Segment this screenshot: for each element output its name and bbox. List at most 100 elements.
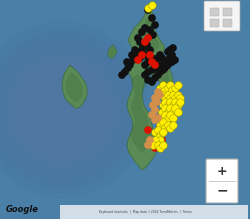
Point	[176, 110, 180, 114]
Point	[166, 86, 170, 90]
Point	[156, 143, 160, 147]
Point	[178, 96, 182, 100]
Point	[168, 83, 172, 87]
Point	[143, 26, 147, 30]
Point	[148, 53, 152, 57]
Point	[163, 113, 167, 117]
Point	[150, 113, 154, 117]
Point	[160, 138, 164, 142]
FancyBboxPatch shape	[206, 159, 238, 203]
Point	[171, 93, 175, 97]
Point	[166, 103, 170, 107]
Bar	[210, 19, 219, 27]
Point	[161, 103, 165, 107]
Point	[163, 60, 167, 64]
Point	[173, 58, 177, 62]
Point	[168, 96, 172, 100]
Point	[146, 36, 150, 40]
Point	[156, 63, 160, 67]
Point	[158, 70, 162, 74]
Point	[148, 28, 152, 32]
Point	[176, 103, 180, 107]
Point	[168, 48, 172, 52]
Point	[153, 63, 157, 67]
Polygon shape	[134, 17, 160, 53]
Circle shape	[0, 35, 137, 184]
Point	[150, 16, 154, 20]
Circle shape	[0, 44, 128, 175]
Point	[141, 45, 145, 49]
Point	[176, 83, 180, 87]
Point	[140, 48, 144, 52]
Point	[161, 68, 165, 72]
Point	[153, 66, 157, 70]
Point	[160, 63, 164, 67]
Point	[143, 63, 147, 67]
Point	[168, 113, 172, 117]
Point	[156, 56, 160, 60]
Point	[173, 106, 177, 110]
Point	[161, 83, 165, 87]
Point	[146, 143, 150, 147]
Point	[166, 93, 170, 97]
Point	[136, 58, 140, 62]
Point	[176, 93, 180, 97]
Point	[160, 110, 164, 114]
Point	[171, 103, 175, 107]
Point	[143, 40, 147, 44]
Polygon shape	[148, 58, 173, 90]
Point	[160, 56, 164, 60]
Point	[170, 88, 174, 92]
Point	[136, 36, 140, 40]
Point	[160, 116, 164, 120]
Text: Keyboard shortcuts  |  Map data ©2024 TerraMetrics  |  Terms: Keyboard shortcuts | Map data ©2024 Terr…	[98, 210, 192, 214]
Polygon shape	[128, 8, 165, 60]
Point	[158, 146, 162, 150]
Circle shape	[0, 22, 150, 197]
Circle shape	[6, 53, 119, 166]
Point	[158, 86, 162, 90]
Point	[158, 123, 162, 127]
Point	[156, 128, 160, 132]
Polygon shape	[109, 47, 116, 56]
Polygon shape	[66, 72, 83, 102]
Point	[146, 60, 150, 64]
Point	[146, 128, 150, 132]
Circle shape	[14, 61, 111, 158]
Circle shape	[0, 31, 141, 188]
Point	[166, 123, 170, 127]
Point	[153, 76, 157, 80]
Point	[136, 50, 140, 54]
Point	[163, 88, 167, 92]
Point	[163, 96, 167, 100]
Point	[153, 146, 157, 150]
Point	[143, 73, 147, 77]
Point	[133, 48, 137, 52]
Point	[153, 108, 157, 112]
Point	[156, 90, 160, 94]
Text: −: −	[216, 184, 228, 198]
Point	[155, 100, 159, 104]
Point	[130, 53, 134, 57]
Point	[126, 66, 130, 70]
Point	[150, 60, 154, 64]
Circle shape	[0, 26, 146, 193]
Point	[178, 100, 182, 104]
Circle shape	[1, 48, 124, 171]
Point	[146, 8, 150, 12]
Circle shape	[0, 39, 132, 180]
Point	[166, 58, 170, 62]
Point	[166, 63, 170, 67]
FancyBboxPatch shape	[204, 1, 240, 31]
Point	[145, 43, 149, 47]
Point	[171, 46, 175, 50]
Point	[138, 40, 142, 44]
Point	[153, 23, 157, 27]
Text: +: +	[217, 165, 227, 178]
Point	[161, 130, 165, 134]
Point	[166, 116, 170, 120]
Point	[171, 110, 175, 114]
Point	[156, 136, 160, 140]
Point	[150, 3, 154, 7]
Point	[156, 116, 160, 120]
